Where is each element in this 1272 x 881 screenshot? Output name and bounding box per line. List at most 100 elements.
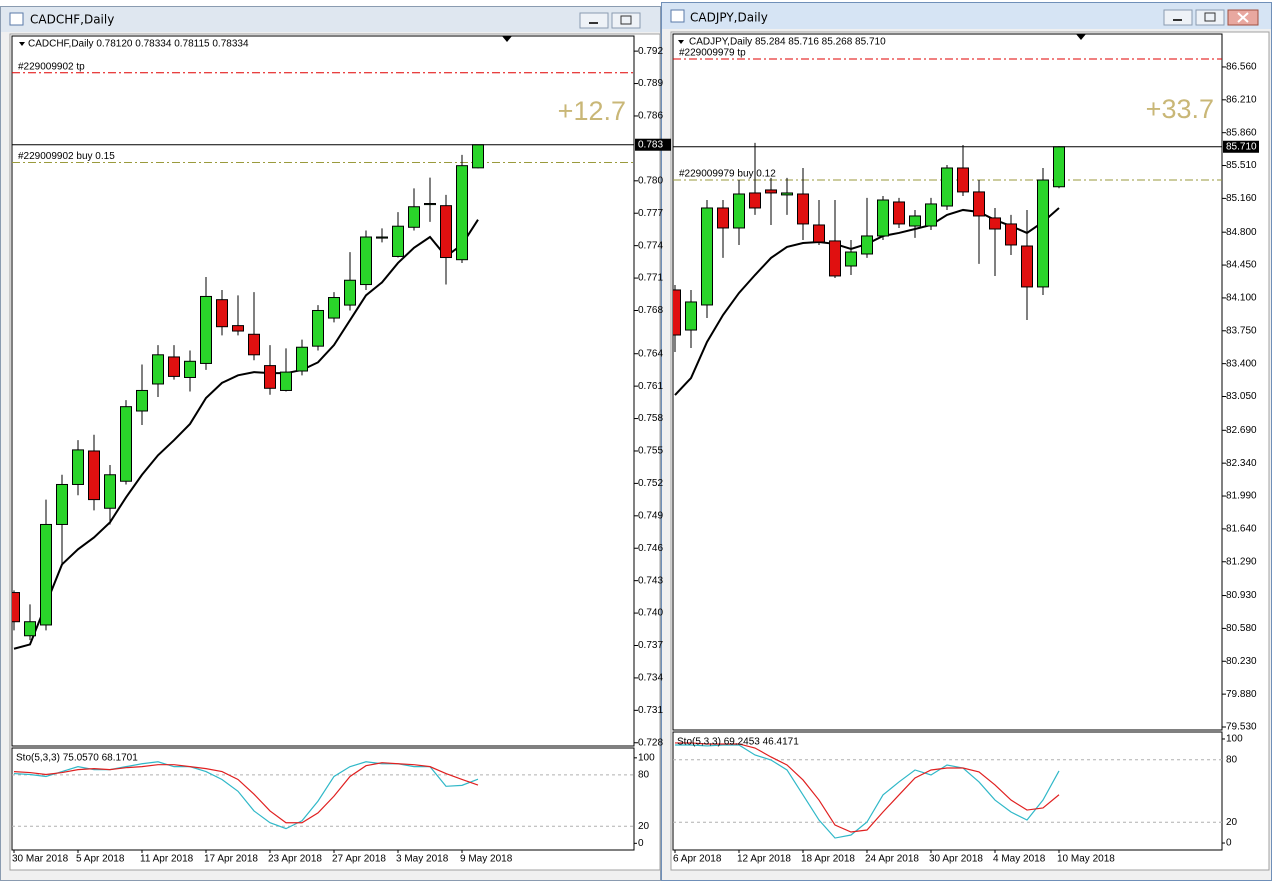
candle-body bbox=[701, 207, 713, 306]
y-tick-label: 0.771 bbox=[638, 273, 663, 284]
candle-body bbox=[829, 240, 841, 277]
x-tick-label: 24 Apr 2018 bbox=[865, 854, 919, 865]
y-tick-label: 0.789 bbox=[638, 78, 663, 89]
y-tick-label: 0.749 bbox=[638, 510, 663, 521]
y-tick-label: 0.758 bbox=[638, 413, 663, 424]
indicator-tick-label: 20 bbox=[1226, 817, 1238, 828]
indicator-label: Sto(5,3,3) 69.2453 46.4171 bbox=[677, 737, 799, 748]
y-tick-label: 0.740 bbox=[638, 608, 663, 619]
candle-body bbox=[957, 167, 969, 193]
candle-body bbox=[200, 295, 212, 364]
indicator-pane bbox=[672, 731, 1223, 851]
candle-body bbox=[248, 333, 260, 356]
restore-button[interactable] bbox=[1195, 9, 1225, 26]
indicator-tick-label: 80 bbox=[638, 770, 650, 781]
header-arrow bbox=[678, 40, 684, 44]
y-tick-label: 0.746 bbox=[638, 543, 663, 554]
y-tick-label: 86.560 bbox=[1226, 62, 1257, 73]
candle-body bbox=[376, 236, 388, 239]
order-label: #229009902 tp bbox=[18, 61, 85, 72]
shift-marker bbox=[502, 36, 512, 42]
candle-body bbox=[408, 206, 420, 228]
x-tick-label: 6 Apr 2018 bbox=[673, 854, 722, 865]
y-tick-label: 0.755 bbox=[638, 446, 663, 457]
close-icon bbox=[1237, 12, 1249, 23]
candle-body bbox=[941, 167, 953, 207]
window-title: CADCHF,Daily bbox=[30, 13, 114, 27]
candle-body bbox=[296, 346, 308, 372]
chart-window: CADCHF,Daily bbox=[0, 6, 661, 881]
x-tick-label: 3 May 2018 bbox=[396, 854, 449, 865]
y-tick-label: 84.100 bbox=[1226, 293, 1257, 304]
indicator-plot bbox=[673, 742, 1222, 839]
candle-body bbox=[781, 192, 793, 196]
chart-window: CADJPY,Daily bbox=[661, 2, 1272, 881]
candle-body bbox=[456, 165, 468, 261]
candle-body bbox=[845, 251, 857, 267]
candle-body bbox=[424, 203, 436, 206]
candle-body bbox=[733, 193, 745, 229]
y-tick-label: 0.761 bbox=[638, 381, 663, 392]
candle-body bbox=[797, 193, 809, 225]
y-tick-label: 80.580 bbox=[1226, 623, 1257, 634]
candle-body bbox=[392, 225, 404, 257]
indicator-plot bbox=[12, 761, 634, 830]
candle-body bbox=[24, 621, 36, 637]
y-tick-label: 80.930 bbox=[1226, 590, 1257, 601]
restore-button[interactable] bbox=[611, 12, 641, 29]
candle-body bbox=[909, 215, 921, 227]
plot: #229009979 tp #229009979 buy 0.12 bbox=[673, 48, 1222, 396]
y-tick-label: 85.510 bbox=[1226, 160, 1257, 171]
restore-icon bbox=[1204, 12, 1216, 22]
profit-label: +33.7 bbox=[1146, 94, 1214, 124]
y-tick-label: 0.734 bbox=[638, 673, 663, 684]
y-tick-label: 82.690 bbox=[1226, 425, 1257, 436]
y-tick-label: 0.764 bbox=[638, 348, 663, 359]
x-tick-label: 30 Mar 2018 bbox=[12, 854, 69, 865]
indicator-line bbox=[675, 742, 1060, 833]
indicator-tick-label: 100 bbox=[638, 752, 655, 763]
y-tick-label: 79.880 bbox=[1226, 689, 1257, 700]
candle-body bbox=[1021, 245, 1033, 288]
chart: 0.792 0.789 0.786 0.780 0.777 0.774 0.771 0.768… bbox=[12, 39, 671, 865]
candle-body bbox=[877, 199, 889, 237]
price-label: 0.783 bbox=[638, 139, 663, 150]
candle-body bbox=[120, 406, 132, 482]
window-icon bbox=[9, 12, 24, 26]
candle-body bbox=[673, 289, 681, 336]
candle-body bbox=[1053, 146, 1065, 188]
y-tick-label: 0.777 bbox=[638, 208, 663, 219]
y-tick-label: 85.860 bbox=[1226, 127, 1257, 138]
y-tick-label: 0.786 bbox=[638, 111, 663, 122]
order-label: #229009902 buy 0.15 bbox=[18, 151, 115, 162]
y-tick-label: 83.400 bbox=[1226, 358, 1257, 369]
y-tick-label: 86.210 bbox=[1226, 94, 1257, 105]
y-tick-label: 80.230 bbox=[1226, 656, 1257, 667]
candle-body bbox=[12, 592, 20, 623]
y-tick-label: 81.990 bbox=[1226, 491, 1257, 502]
y-tick-label: 85.160 bbox=[1226, 193, 1257, 204]
candle-body bbox=[280, 371, 292, 391]
y-tick-label: 81.290 bbox=[1226, 556, 1257, 567]
y-tick-label: 0.768 bbox=[638, 305, 663, 316]
candle-body bbox=[1005, 223, 1017, 246]
price-label-box bbox=[1223, 140, 1259, 153]
minimize-button[interactable] bbox=[1163, 9, 1193, 26]
y-tick-label: 79.530 bbox=[1226, 722, 1257, 733]
candle-body bbox=[72, 449, 84, 485]
x-tick-label: 11 Apr 2018 bbox=[140, 854, 194, 865]
minimize-button[interactable] bbox=[579, 12, 609, 29]
candle-body bbox=[168, 356, 180, 377]
candle-body bbox=[264, 365, 276, 389]
x-tick-label: 23 Apr 2018 bbox=[268, 854, 322, 865]
header-arrow bbox=[19, 42, 25, 46]
indicator-tick-label: 80 bbox=[1226, 754, 1238, 765]
candle-body bbox=[1037, 179, 1049, 288]
price-label-box bbox=[635, 138, 671, 151]
shift-marker bbox=[1076, 34, 1086, 40]
y-tick-label: 84.800 bbox=[1226, 227, 1257, 238]
x-tick-label: 5 Apr 2018 bbox=[76, 854, 125, 865]
y-tick-label: 0.774 bbox=[638, 240, 663, 251]
candle-body bbox=[136, 389, 148, 412]
